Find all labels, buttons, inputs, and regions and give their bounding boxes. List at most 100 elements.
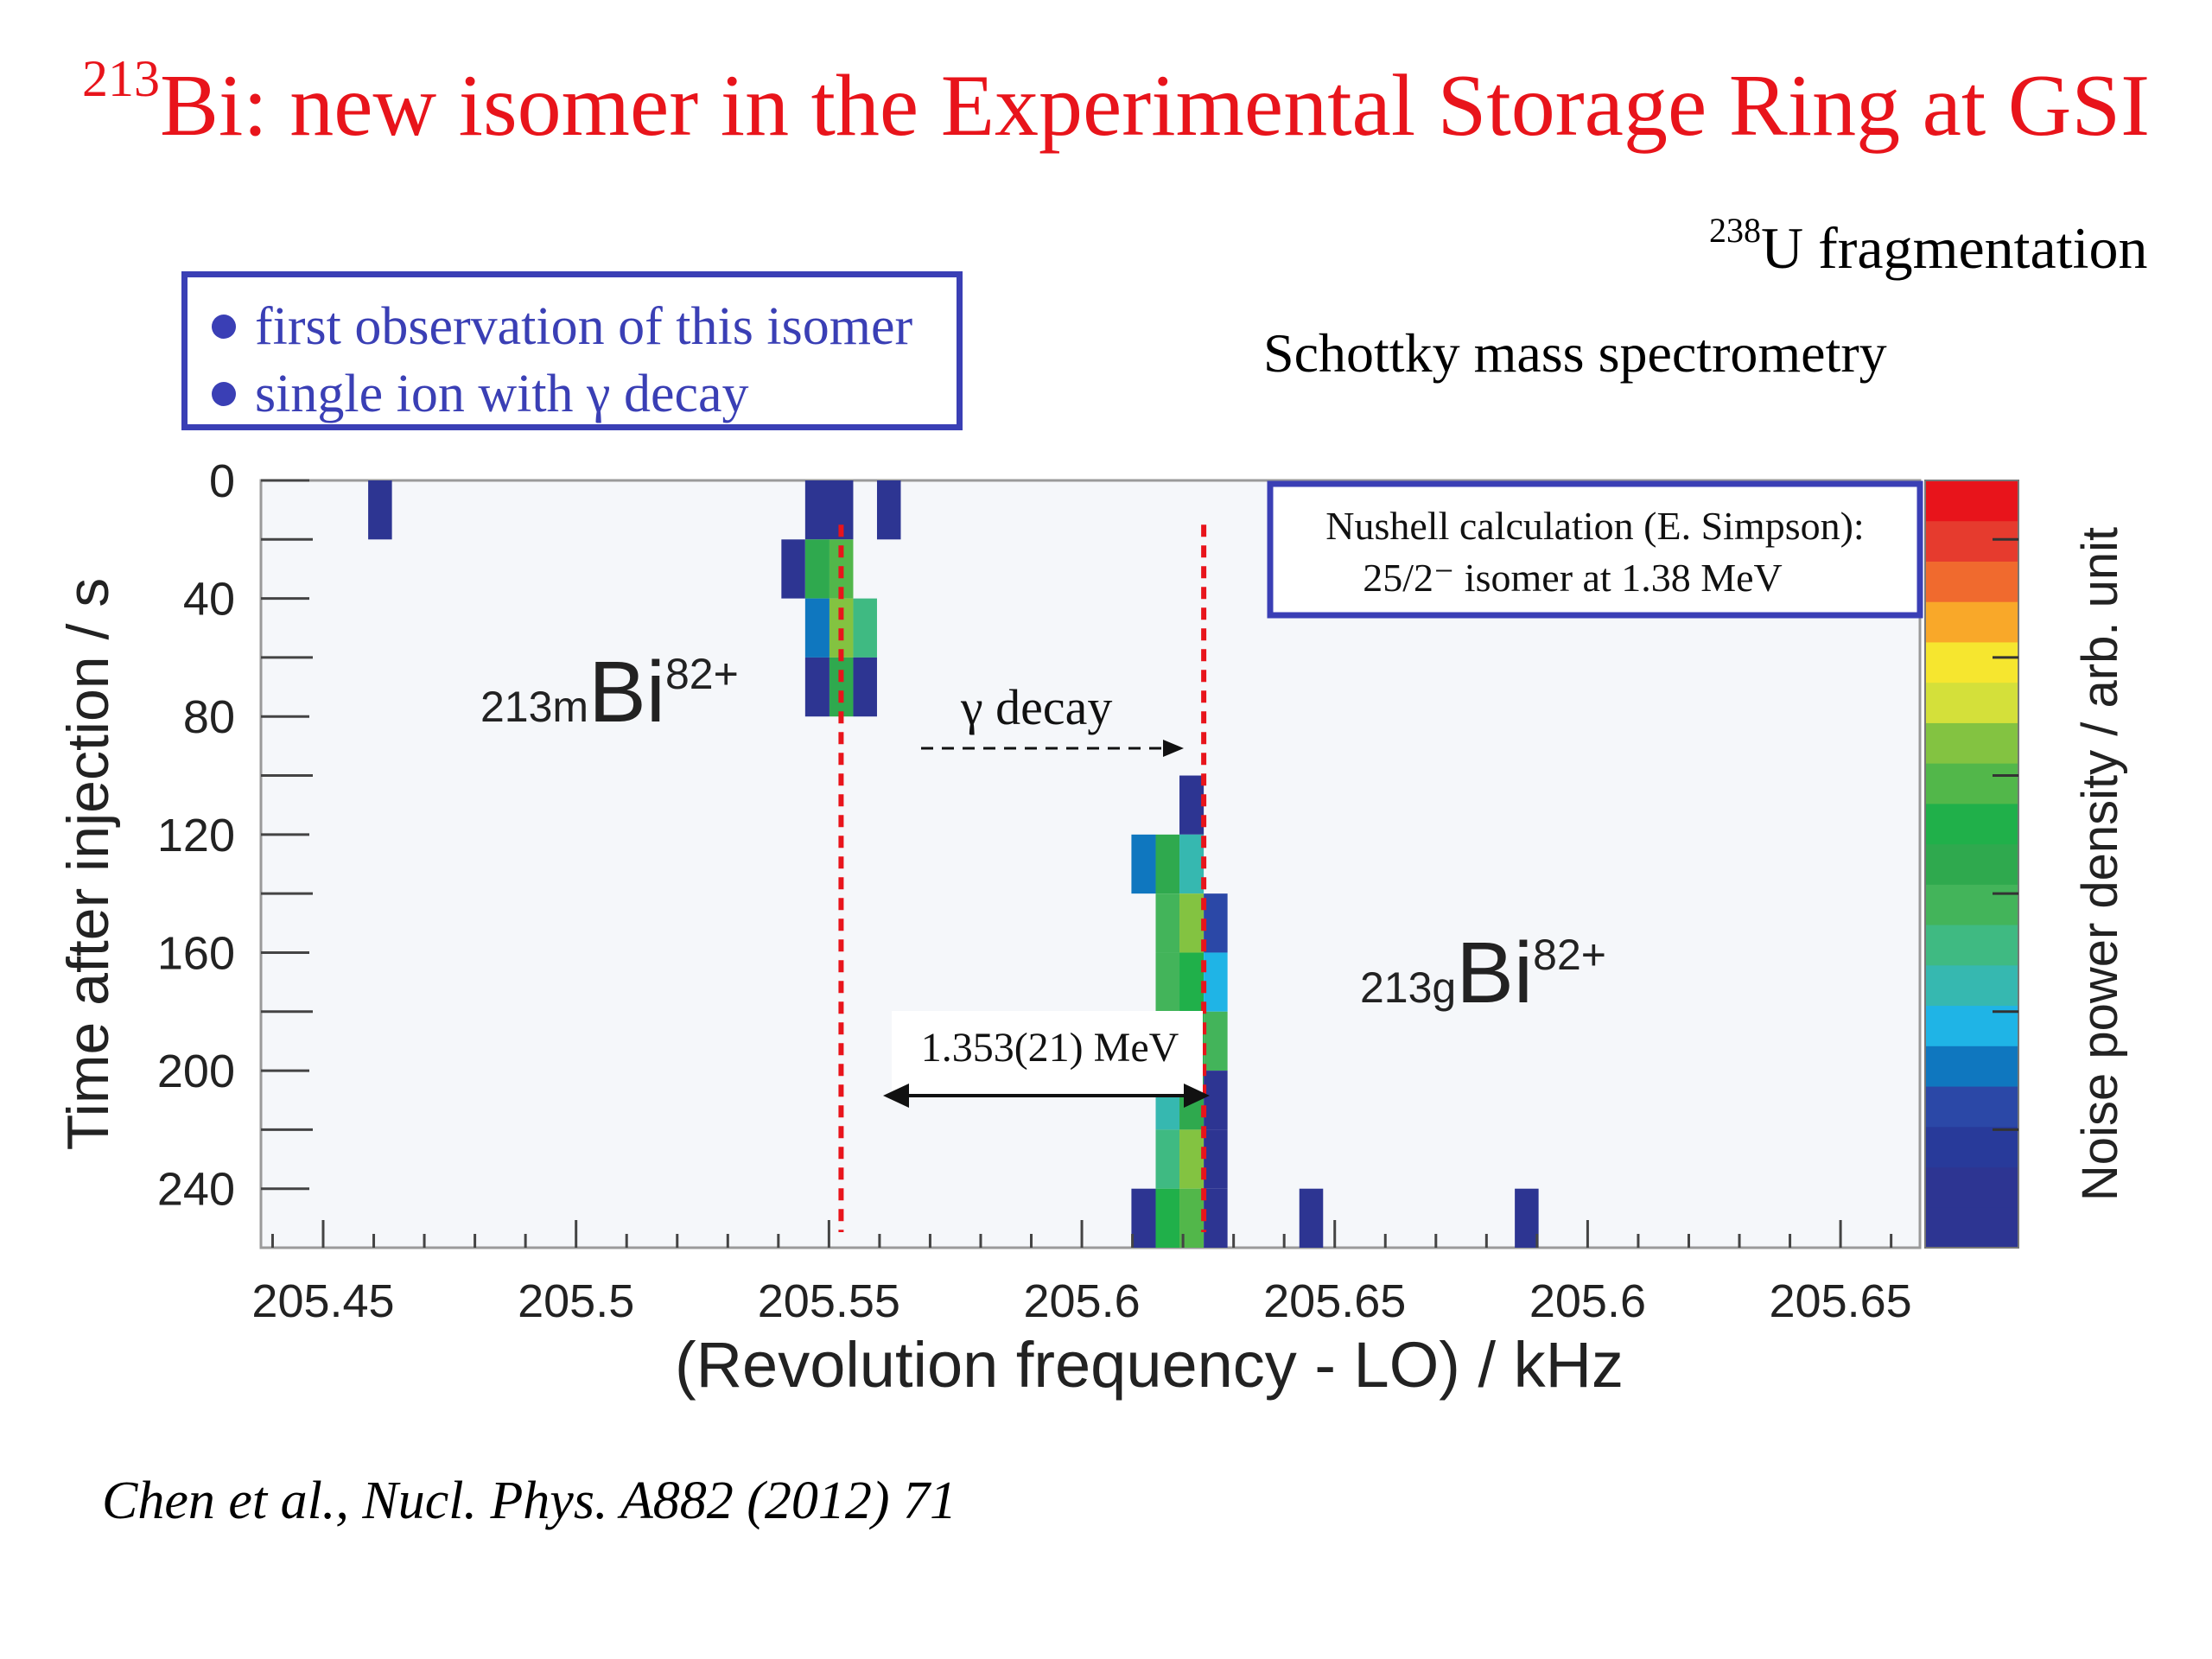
bullet-dot-icon (212, 315, 236, 339)
colorbar-segment (1925, 1046, 2018, 1087)
heatmap-cell (1204, 952, 1228, 1012)
heatmap-cell (1204, 1129, 1228, 1189)
x-tick-label: 205.6 (1023, 1275, 1140, 1327)
colorbar-segment (1925, 601, 2018, 643)
heatmap-cell (876, 480, 901, 540)
fragmentation-label: 238U fragmentation (1709, 211, 2148, 283)
energy-arrow-right-icon (1184, 1084, 1210, 1108)
heatmap-cell (829, 657, 854, 717)
x-tick-label: 205.55 (758, 1275, 900, 1327)
y-tick-label: 200 (157, 1046, 235, 1097)
heatmap-cell (1179, 1129, 1205, 1189)
isomer-label: 213mBi82+ (480, 644, 739, 741)
colorbar-segment (1925, 561, 2018, 602)
energy-label-background (892, 1011, 1203, 1094)
colorbar-segment (1925, 803, 2018, 845)
heatmap-cell (1204, 893, 1228, 953)
heatmap-cell (1155, 893, 1180, 953)
y-tick-label: 80 (183, 691, 235, 743)
x-tick-label: 205.6 (1529, 1275, 1646, 1327)
heatmap-cell (781, 539, 805, 599)
fragmentation-mass-number: 238 (1709, 211, 1761, 250)
colorbar-segment (1925, 480, 2018, 522)
bullet-text: first observation of this isomer (255, 297, 913, 356)
heatmap-cell (829, 598, 854, 658)
heatmap-cell (853, 598, 877, 658)
bullet-text: single ion with γ decay (255, 365, 749, 423)
isomer-mass-number: 213m (480, 683, 588, 731)
heatmap-cell (1155, 834, 1180, 894)
heatmap-cell (1515, 1188, 1539, 1248)
ground-charge: 82+ (1533, 931, 1606, 979)
bullet-dot-icon (212, 382, 236, 406)
bullet-item: single ion with γ decay (212, 360, 957, 428)
y-tick-label: 240 (157, 1164, 235, 1216)
y-tick-label: 160 (157, 927, 235, 979)
colorbar-frame (1924, 480, 2019, 1249)
x-axis-label: (Revolution frequency - LO) / kHz (675, 1329, 1624, 1401)
heatmap-cell (804, 598, 830, 658)
heatmap-cell (1131, 1188, 1156, 1248)
heatmap-cell (804, 657, 830, 717)
colorbar-segment (1925, 641, 2018, 683)
heatmap-cell (1179, 834, 1205, 894)
energy-difference-label: 1.353(21) MeV (921, 1025, 1179, 1071)
heatmap-cell (1179, 893, 1205, 953)
bullet-box: first observation of this isomer single … (181, 271, 963, 430)
heatmap-cell (1204, 1188, 1228, 1248)
heatmap-cell (368, 480, 392, 540)
colorbar-segment (1925, 763, 2018, 804)
colorbar-segment (1925, 925, 2018, 966)
y-axis-label: Time after injection / s (55, 578, 121, 1151)
colorbar-segment (1925, 1126, 2018, 1168)
heatmap-cell (1155, 952, 1180, 1012)
method-label: Schottky mass spectrometry (1263, 322, 1887, 384)
heatmap-cell (804, 539, 830, 599)
heatmap-cell (1299, 1188, 1324, 1248)
colorbar-segment (1925, 682, 2018, 723)
colorbar-segment (1925, 1086, 2018, 1128)
title-mass-number: 213 (82, 50, 160, 107)
bullet-item: first observation of this isomer (212, 293, 957, 360)
colorbar-segment (1925, 884, 2018, 925)
fragmentation-text: U fragmentation (1761, 215, 2148, 281)
nushell-box (1267, 480, 1923, 619)
heatmap-cell (1131, 834, 1156, 894)
gamma-decay-arrowhead-icon (1163, 740, 1184, 757)
x-tick-label: 205.65 (1770, 1275, 1912, 1327)
x-tick-label: 205.5 (518, 1275, 634, 1327)
colorbar-segment (1925, 722, 2018, 764)
nushell-line-2: 25/2⁻ isomer at 1.38 MeV (1363, 556, 1783, 600)
heatmap-cell (1155, 1129, 1180, 1189)
colorbar-segment (1925, 520, 2018, 562)
colorbar (1924, 480, 2019, 1249)
heatmap-cell (1179, 775, 1205, 835)
ground-mass-number: 213g (1360, 963, 1456, 1012)
colorbar-segment (1925, 1166, 2018, 1208)
heatmap-cell (1204, 1011, 1228, 1071)
citation: Chen et al., Nucl. Phys. A882 (2012) 71 (102, 1471, 957, 1530)
colorbar-label: Noise power density / arb. unit (2072, 527, 2128, 1201)
colorbar-segment (1925, 964, 2018, 1007)
gamma-decay-label: γ decay (960, 679, 1112, 735)
heatmap-cell (1179, 952, 1205, 1012)
heatmap-cell (1204, 1071, 1228, 1130)
heatmap-cell (1155, 1188, 1180, 1248)
nushell-line-1: Nushell calculation (E. Simpson): (1325, 504, 1864, 548)
x-tick-label: 205.45 (251, 1275, 394, 1327)
heatmap-cell (853, 657, 877, 717)
y-tick-label: 40 (183, 574, 235, 626)
colorbar-segment (1925, 843, 2018, 885)
y-tick-label: 0 (209, 455, 235, 507)
energy-arrow-left-icon (883, 1084, 909, 1108)
isomer-element: Bi (588, 644, 665, 741)
ground-state-label: 213gBi82+ (1360, 925, 1606, 1021)
slide-title: 213Bi: new isomer in the Experimental St… (82, 53, 2151, 159)
x-tick-label: 205.65 (1263, 1275, 1406, 1327)
reference-lines (838, 524, 1207, 1232)
title-text: Bi: new isomer in the Experimental Stora… (160, 57, 2151, 155)
axes: 0 40 80 120 160 200 240 205.45 205.5 205.55 205.6 2… (157, 455, 1912, 1327)
y-tick-label: 120 (157, 810, 235, 861)
colorbar-segment (1925, 1207, 2018, 1249)
